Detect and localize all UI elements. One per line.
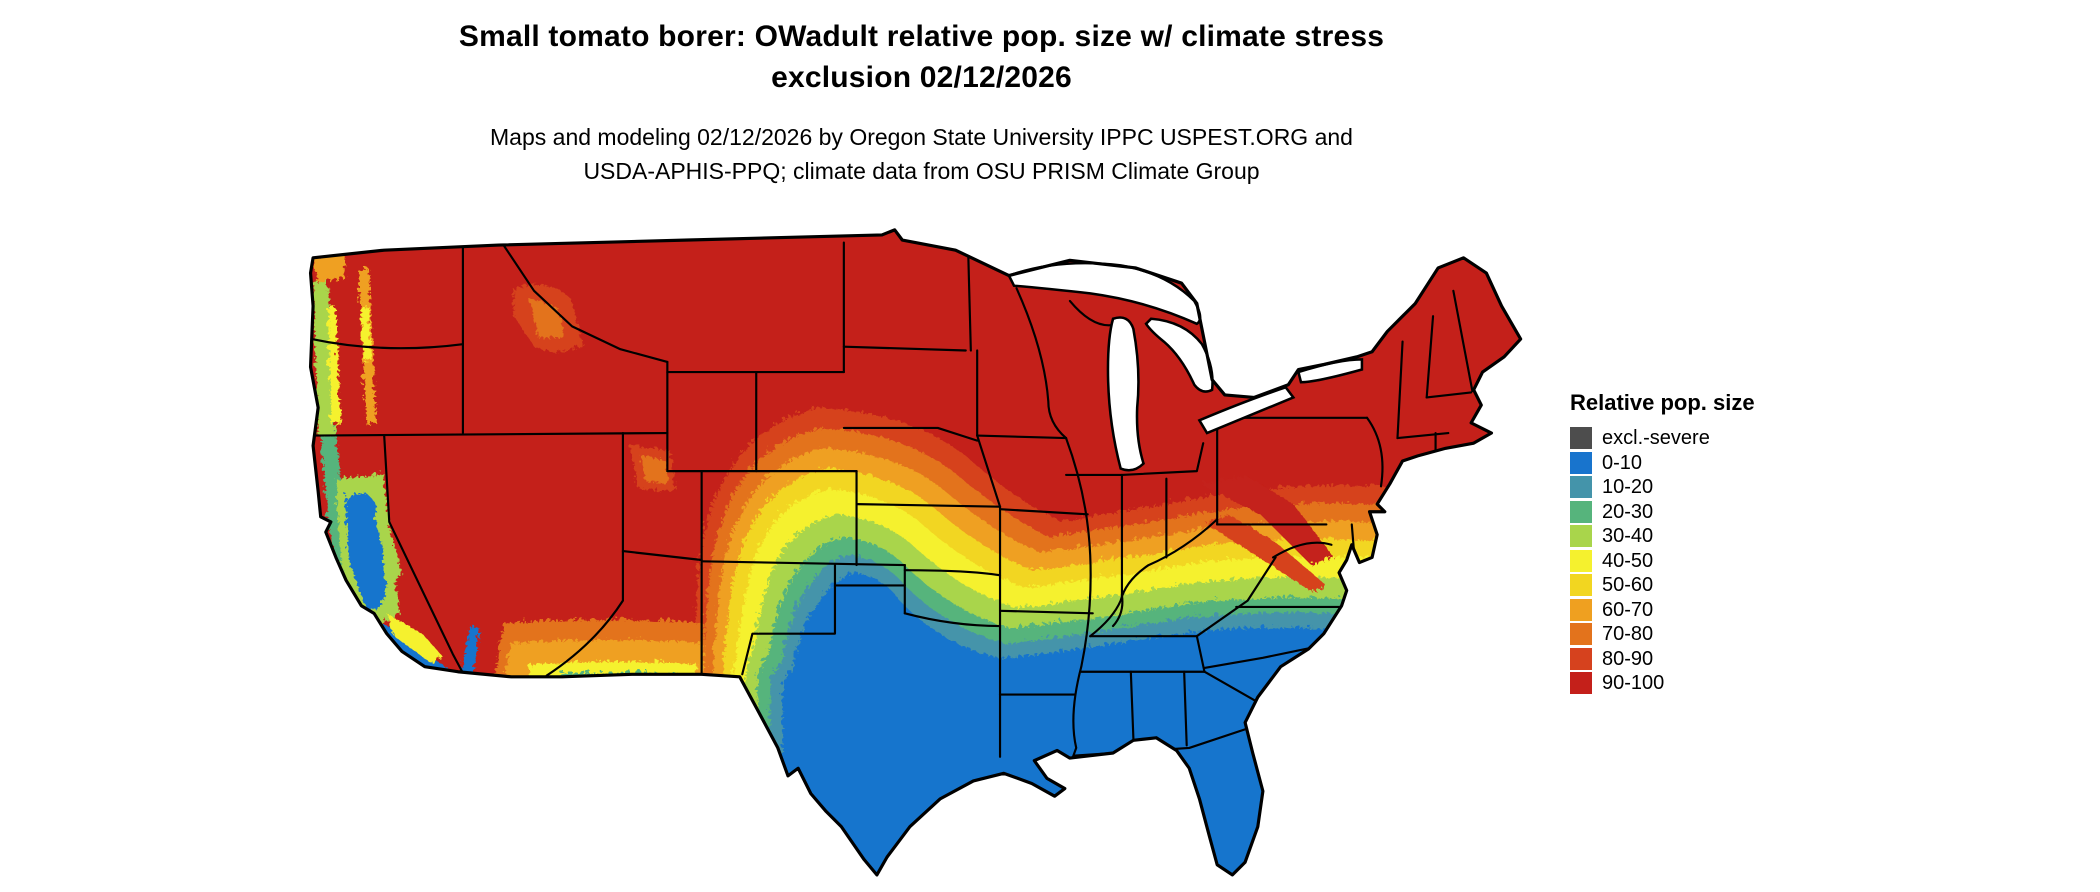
map-title-line1: Small tomato borer: OWadult relative pop…	[458, 20, 1385, 53]
legend-title: Relative pop. size	[1570, 390, 1755, 415]
map-title-line2: exclusion 02/12/2026	[771, 61, 1072, 94]
map-subtitle: Maps and modeling 02/12/2026 by Oregon S…	[0, 120, 1843, 188]
legend-item-label: 90-100	[1602, 672, 1665, 695]
pnw-coast-yellow-strip	[325, 303, 339, 423]
colorado-river-blue-sliver	[457, 623, 479, 675]
legend-item-label: 10-20	[1602, 476, 1654, 499]
legend-swatch	[1570, 427, 1592, 450]
raster-layers	[310, 229, 1521, 875]
us-choropleth-svg	[308, 228, 1523, 877]
lake-erie	[1197, 385, 1296, 435]
legend-item: excl.-severe	[1570, 426, 1810, 451]
map-subtitle-line2: USDA-APHIS-PPQ; climate data from OSU PR…	[583, 158, 1260, 184]
legend-swatch	[1570, 549, 1592, 572]
map-title: Small tomato borer: OWadult relative pop…	[0, 16, 1843, 98]
legend-item: 20-30	[1570, 500, 1810, 525]
sierra-yellowgreen-strip	[371, 499, 400, 581]
legend-item-label: 0-10	[1602, 451, 1643, 474]
legend-item: 60-70	[1570, 598, 1810, 623]
appalachian-red-tongue	[1196, 473, 1332, 563]
legend-item: 30-40	[1570, 524, 1810, 549]
legend-item: 70-80	[1570, 622, 1810, 647]
legend-swatch	[1570, 598, 1592, 621]
lake-michigan	[1106, 316, 1145, 472]
legend-item: 10-20	[1570, 475, 1810, 500]
utah-orange-inner	[638, 453, 667, 482]
legend-item-label: excl.-severe	[1602, 427, 1710, 450]
legend-items: excl.-severe 0-10 10-20 20-30 30-40 40-50 50-6…	[1570, 426, 1810, 696]
legend-item-label: 30-40	[1602, 525, 1654, 548]
montana-orange-inner	[526, 295, 562, 337]
map-subtitle-line1: Maps and modeling 02/12/2026 by Oregon S…	[490, 124, 1353, 150]
legend-swatch	[1570, 647, 1592, 670]
state-borders	[310, 241, 1474, 777]
legend-item-label: 70-80	[1602, 623, 1654, 646]
socal-inland-yellow	[384, 610, 441, 662]
legend-item-label: 50-60	[1602, 574, 1654, 597]
legend-item: 0-10	[1570, 451, 1810, 476]
legend-item: 80-90	[1570, 647, 1810, 672]
legend-item-label: 40-50	[1602, 549, 1654, 572]
legend-swatch	[1570, 574, 1592, 597]
legend-swatch	[1570, 451, 1592, 474]
appalachian-orange-fringe	[1204, 511, 1324, 591]
legend: Relative pop. size excl.-severe 0-10 10-20…	[1570, 390, 1810, 696]
legend-swatch	[1570, 672, 1592, 695]
us-map	[308, 228, 1527, 892]
legend-item: 40-50	[1570, 549, 1810, 574]
legend-item-label: 60-70	[1602, 598, 1654, 621]
legend-swatch	[1570, 525, 1592, 548]
legend-item-label: 20-30	[1602, 500, 1654, 523]
legend-swatch	[1570, 623, 1592, 646]
legend-item: 90-100	[1570, 671, 1810, 696]
us-outline	[308, 228, 1523, 877]
legend-item-label: 80-90	[1602, 647, 1654, 670]
legend-swatch	[1570, 476, 1592, 499]
legend-item: 50-60	[1570, 573, 1810, 598]
great-lakes	[1007, 261, 1364, 472]
lake-huron	[1144, 317, 1214, 393]
legend-swatch	[1570, 500, 1592, 523]
